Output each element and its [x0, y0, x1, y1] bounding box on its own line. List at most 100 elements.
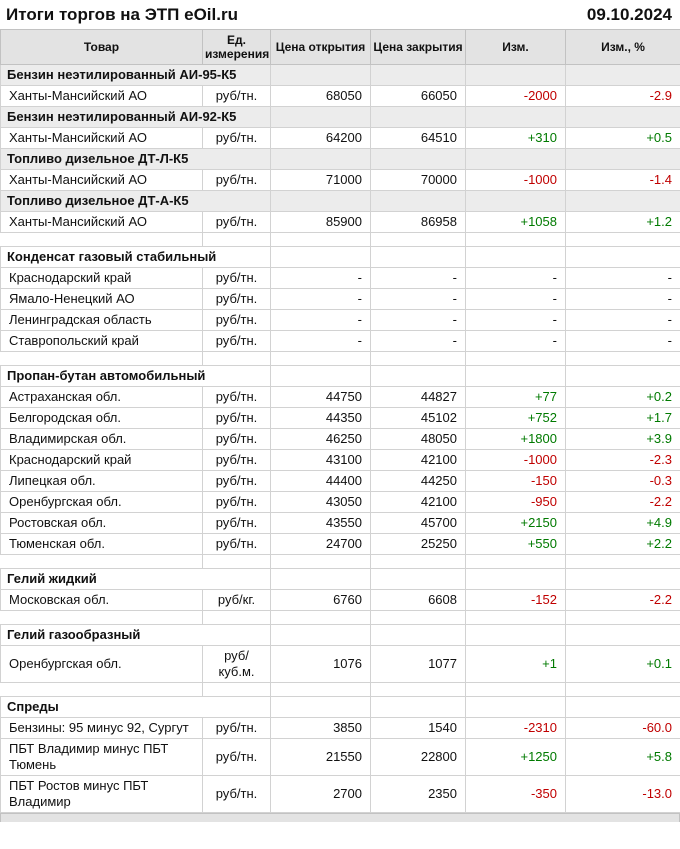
- close-price-cell: -: [370, 309, 466, 331]
- section-empty-cell: [565, 64, 680, 86]
- change-cell: -1000: [465, 169, 566, 191]
- section-title: Бензин неэтилированный АИ-92-К5: [0, 106, 271, 128]
- spacer-row: [1, 351, 680, 366]
- close-price-cell: 44250: [370, 470, 466, 492]
- results-table-body: Бензин неэтилированный АИ-95-К5 Ханты-Ман…: [0, 64, 680, 813]
- product-cell: Краснодарский край: [0, 449, 203, 471]
- section-title: Топливо дизельное ДТ-А-К5: [0, 190, 271, 212]
- change-pct-cell: -60.0: [565, 717, 680, 739]
- open-price-cell: 44400: [270, 470, 371, 492]
- section-empty-cell: [370, 568, 466, 590]
- unit-cell: руб/куб.м.: [202, 645, 271, 683]
- unit-cell: руб/тн.: [202, 407, 271, 429]
- product-cell: Ханты-Мансийский АО: [0, 85, 203, 107]
- close-price-cell: 6608: [370, 589, 466, 611]
- change-cell: +2150: [465, 512, 566, 534]
- unit-cell: руб/тн.: [202, 717, 271, 739]
- section-title: Гелий газообразный: [0, 624, 271, 646]
- section-empty-cell: [370, 696, 466, 718]
- spacer-cell: [465, 610, 566, 625]
- close-price-cell: -: [370, 330, 466, 352]
- product-cell: Ставропольский край: [0, 330, 203, 352]
- section-row: Спреды: [0, 696, 680, 718]
- open-price-cell: 68050: [270, 85, 371, 107]
- change-pct-cell: +4.9: [565, 512, 680, 534]
- section-empty-cell: [565, 246, 680, 268]
- close-price-cell: -: [370, 267, 466, 289]
- open-price-cell: 3850: [270, 717, 371, 739]
- table-row: Тюменская обл. руб/тн. 24700 25250 +550 +2.2: [0, 533, 680, 555]
- spacer-cell: [202, 232, 271, 247]
- change-cell: -1000: [465, 449, 566, 471]
- spacer-cell: [270, 232, 371, 247]
- title-bar: Итоги торгов на ЭТП eOil.ru 09.10.2024: [0, 0, 680, 29]
- unit-cell: руб/тн.: [202, 169, 271, 191]
- open-price-cell: 71000: [270, 169, 371, 191]
- open-price-cell: 2700: [270, 775, 371, 813]
- product-cell: Тюменская обл.: [0, 533, 203, 555]
- unit-cell: руб/тн.: [202, 512, 271, 534]
- spacer-cell: [1, 611, 203, 625]
- unit-cell: руб/тн.: [202, 428, 271, 450]
- col-header-change: Изм.: [465, 29, 566, 65]
- section-row: Пропан-бутан автомобильный: [0, 365, 680, 387]
- spacer-row: [1, 554, 680, 569]
- open-price-cell: 6760: [270, 589, 371, 611]
- section-title: Пропан-бутан автомобильный: [0, 365, 271, 387]
- change-cell: +1250: [465, 738, 566, 776]
- spacer-cell: [565, 232, 680, 247]
- section-empty-cell: [565, 568, 680, 590]
- unit-cell: руб/кг.: [202, 589, 271, 611]
- unit-cell: руб/тн.: [202, 470, 271, 492]
- spacer-cell: [465, 351, 566, 366]
- table-row: Краснодарский край руб/тн. - - - -: [0, 267, 680, 289]
- change-pct-cell: -: [565, 309, 680, 331]
- change-pct-cell: -2.2: [565, 589, 680, 611]
- section-empty-cell: [270, 568, 371, 590]
- unit-cell: руб/тн.: [202, 491, 271, 513]
- change-cell: -: [465, 330, 566, 352]
- spacer-cell: [1, 683, 203, 697]
- table-row: ПБТ Ростов минус ПБТ Владимир руб/тн. 2700…: [0, 775, 680, 813]
- change-cell: -: [465, 288, 566, 310]
- unit-cell: руб/тн.: [202, 211, 271, 233]
- product-cell: ПБТ Владимир минус ПБТ Тюмень: [0, 738, 203, 776]
- table-row: Бензины: 95 минус 92, Сургут руб/тн. 3850 1…: [0, 717, 680, 739]
- col-header-open-price: Цена открытия: [270, 29, 371, 65]
- spacer-cell: [270, 554, 371, 569]
- change-cell: -150: [465, 470, 566, 492]
- spacer-cell: [370, 682, 466, 697]
- close-price-cell: 45102: [370, 407, 466, 429]
- section-row: Гелий газообразный: [0, 624, 680, 646]
- product-cell: Ленинградская область: [0, 309, 203, 331]
- table-header: Товар Ед. измерения Цена открытия Цена з…: [0, 29, 680, 65]
- spacer-cell: [370, 610, 466, 625]
- spacer-cell: [565, 610, 680, 625]
- spacer-cell: [565, 682, 680, 697]
- spacer-cell: [1, 233, 203, 247]
- close-price-cell: 42100: [370, 449, 466, 471]
- product-cell: Ямало-Ненецкий АО: [0, 288, 203, 310]
- change-cell: +550: [465, 533, 566, 555]
- change-pct-cell: -2.2: [565, 491, 680, 513]
- product-cell: Владимирская обл.: [0, 428, 203, 450]
- close-price-cell: 42100: [370, 491, 466, 513]
- section-empty-cell: [465, 190, 566, 212]
- product-cell: Ханты-Мансийский АО: [0, 211, 203, 233]
- change-cell: +77: [465, 386, 566, 408]
- close-price-cell: 25250: [370, 533, 466, 555]
- change-pct-cell: -0.3: [565, 470, 680, 492]
- trading-results-page: Итоги торгов на ЭТП eOil.ru 09.10.2024 Т…: [0, 0, 680, 822]
- product-cell: Ханты-Мансийский АО: [0, 127, 203, 149]
- section-row: Конденсат газовый стабильный: [0, 246, 680, 268]
- spacer-cell: [565, 351, 680, 366]
- change-cell: +1800: [465, 428, 566, 450]
- open-price-cell: 1076: [270, 645, 371, 683]
- section-row: Гелий жидкий: [0, 568, 680, 590]
- col-header-change-pct: Изм., %: [565, 29, 680, 65]
- section-empty-cell: [465, 696, 566, 718]
- spacer-cell: [202, 554, 271, 569]
- spacer-cell: [1, 555, 203, 569]
- spacer-cell: [465, 232, 566, 247]
- section-row: Бензин неэтилированный АИ-95-К5: [0, 64, 680, 86]
